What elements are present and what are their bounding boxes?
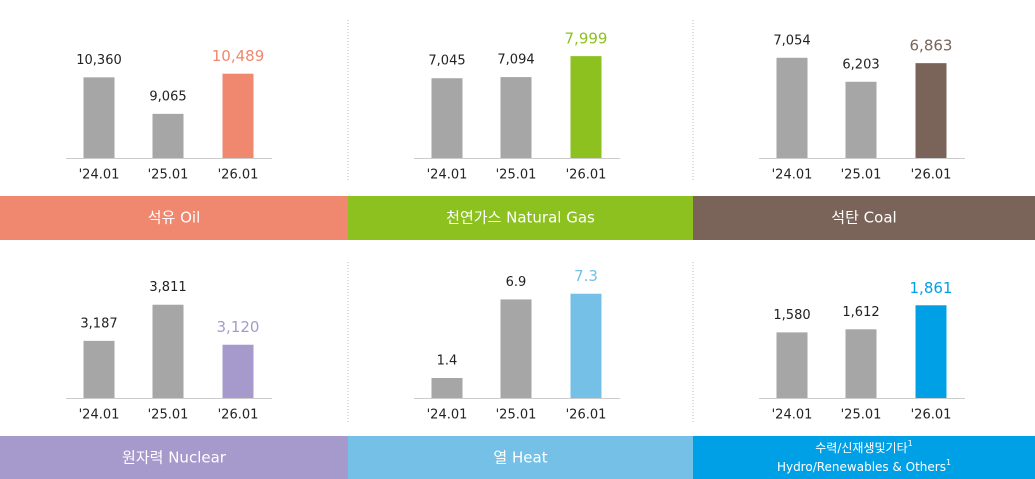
- value-label: 6,863: [910, 37, 953, 55]
- category-band: [348, 436, 693, 479]
- bar: [500, 77, 532, 158]
- value-label: 6,203: [842, 57, 879, 72]
- footnote-marker: 1: [908, 439, 913, 448]
- category-band: [0, 436, 348, 479]
- bar: [152, 113, 184, 158]
- band-title: 천연가스 Natural Gas: [446, 209, 595, 227]
- band-title-text: Hydro/Renewables & Others: [777, 460, 946, 474]
- x-tick-label: '26.01: [218, 408, 259, 423]
- x-tick-label: '24.01: [79, 168, 120, 183]
- x-tick-label: '25.01: [841, 408, 882, 423]
- bar: [776, 332, 808, 398]
- bar: [83, 77, 115, 158]
- x-tick-label: '24.01: [427, 168, 468, 183]
- bar: [222, 344, 254, 398]
- x-tick-label: '26.01: [218, 168, 259, 183]
- x-tick-label: '26.01: [911, 408, 952, 423]
- value-label: 1,612: [842, 305, 879, 320]
- value-label: 10,360: [76, 53, 122, 68]
- x-tick-label: '24.01: [427, 408, 468, 423]
- bar: [500, 299, 532, 398]
- category-band: [693, 436, 1035, 479]
- x-tick-label: '24.01: [772, 168, 813, 183]
- value-label: 1,861: [910, 279, 953, 297]
- bar: [222, 73, 254, 158]
- bar: [776, 57, 808, 159]
- band-title: 석탄 Coal: [831, 209, 896, 227]
- value-label: 9,065: [149, 89, 186, 104]
- bar: [915, 305, 947, 398]
- bar: [83, 340, 115, 398]
- x-tick-label: '24.01: [772, 408, 813, 423]
- footnote-marker: 1: [946, 458, 951, 467]
- value-label: 6.9: [506, 275, 527, 290]
- x-tick-label: '26.01: [566, 408, 607, 423]
- category-band: [693, 196, 1035, 240]
- bar: [570, 293, 602, 398]
- band-title: 석유 Oil: [148, 209, 201, 227]
- bar: [152, 304, 184, 398]
- category-band: [0, 196, 348, 240]
- band-title: 원자력 Nuclear: [122, 449, 227, 467]
- band-title-text: 수력/신재생및기타: [815, 441, 907, 455]
- value-label: 1.4: [437, 354, 458, 369]
- band-title: 열 Heat: [493, 449, 547, 467]
- value-label: 3,811: [149, 280, 186, 295]
- x-tick-label: '25.01: [148, 408, 189, 423]
- bar: [915, 63, 947, 159]
- bar: [431, 378, 463, 398]
- value-label: 3,120: [217, 318, 260, 336]
- x-tick-label: '25.01: [496, 408, 537, 423]
- x-tick-label: '25.01: [148, 168, 189, 183]
- value-label: 7,999: [565, 30, 608, 48]
- value-label: 1,580: [773, 308, 810, 323]
- x-tick-label: '26.01: [911, 168, 952, 183]
- bar: [570, 56, 602, 159]
- bar: [845, 81, 877, 158]
- x-tick-label: '26.01: [566, 168, 607, 183]
- value-label: 7.3: [574, 267, 598, 285]
- band-title: Hydro/Renewables & Others1: [777, 458, 951, 474]
- value-label: 7,054: [773, 33, 810, 48]
- value-label: 7,045: [428, 54, 465, 69]
- x-tick-label: '24.01: [79, 408, 120, 423]
- x-tick-label: '25.01: [841, 168, 882, 183]
- bar: [845, 329, 877, 398]
- bar: [431, 78, 463, 158]
- category-band: [348, 196, 693, 240]
- value-label: 10,489: [212, 47, 265, 65]
- value-label: 3,187: [80, 316, 117, 331]
- band-title: 수력/신재생및기타1: [815, 439, 912, 455]
- x-tick-label: '25.01: [496, 168, 537, 183]
- value-label: 7,094: [497, 53, 534, 68]
